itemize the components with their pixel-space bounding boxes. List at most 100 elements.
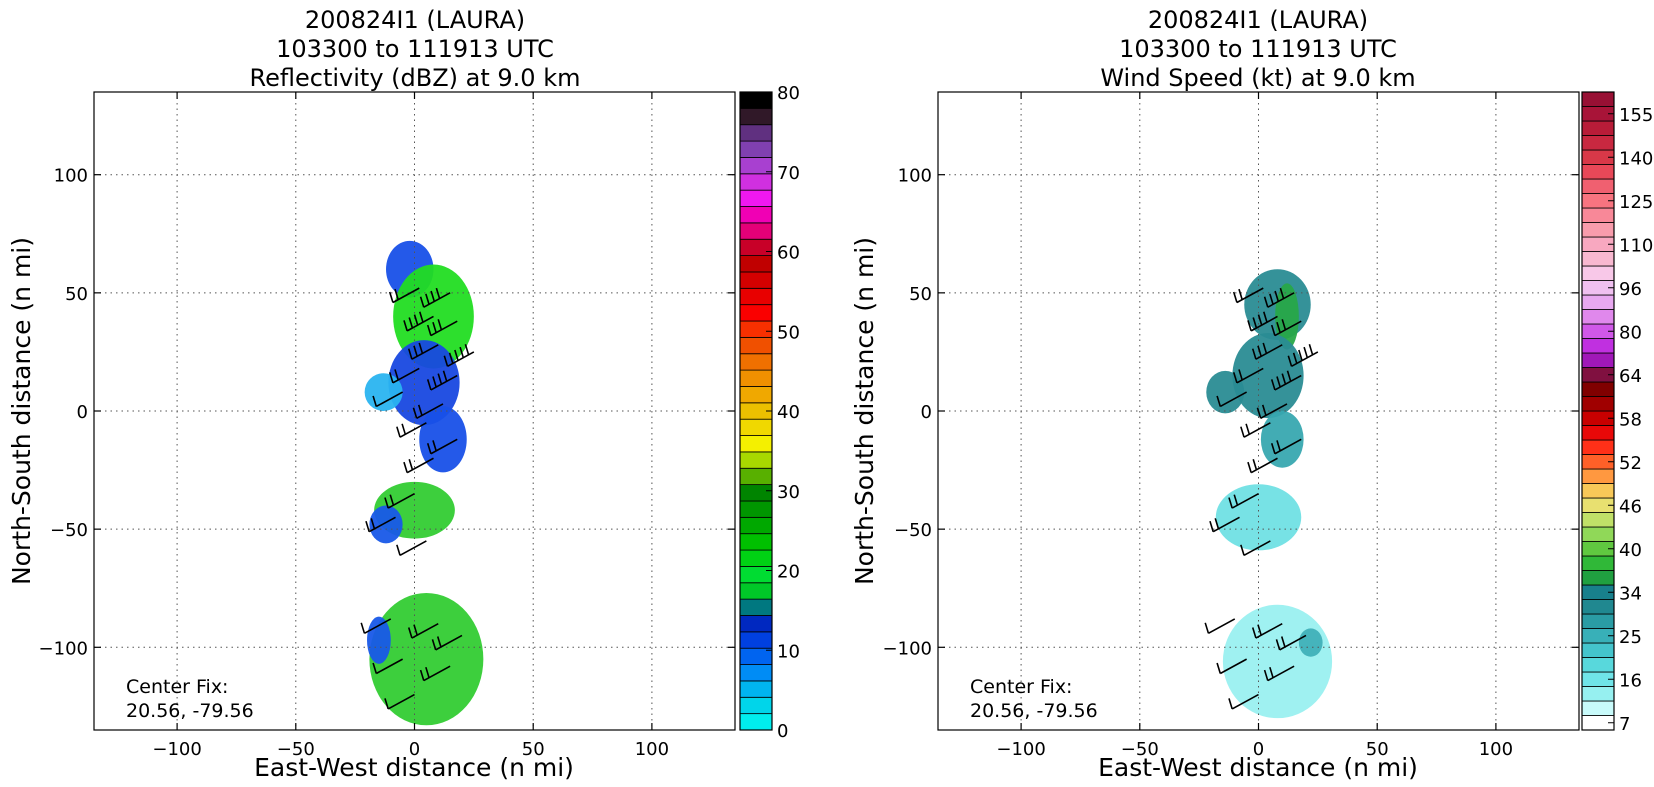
- barb-flag: [1286, 370, 1292, 382]
- barb-flag: [443, 355, 449, 367]
- barb-shaft: [411, 622, 439, 639]
- reflectivity-colorbar-segment-21: [739, 369, 773, 387]
- barb-flag: [1281, 319, 1287, 331]
- barb-flag: [419, 296, 425, 308]
- barb-flag: [436, 636, 442, 648]
- wind-colorbar-segment-16: [1581, 483, 1615, 499]
- wind-x-tick-label-2: 0: [1253, 739, 1264, 760]
- barb-flag: [1269, 293, 1274, 305]
- reflectivity-wind-barb-2: [403, 311, 434, 332]
- barb-flag: [426, 324, 432, 336]
- barb-flag: [1308, 344, 1314, 356]
- reflectivity-y-tick-label-3: 50: [65, 284, 88, 305]
- wind-colorbar-segment-8: [1581, 599, 1615, 615]
- barb-flag: [1298, 349, 1303, 361]
- reflectivity-colorbar-tick-label-2: 20: [777, 562, 800, 583]
- reflectivity-colorbar-segment-14: [739, 484, 773, 502]
- barb-shaft: [430, 320, 458, 337]
- wind-colorbar-segment-37: [1581, 178, 1615, 194]
- barb-shaft: [399, 422, 427, 438]
- wind-colorbar-tick-label-2: 25: [1619, 627, 1642, 648]
- barb-flag: [384, 698, 389, 710]
- wind-plot-frame: [937, 91, 1580, 731]
- wind-plot-area: −100 −50 0 50 100 −100 −50 0 50 100: [883, 91, 1580, 760]
- wind-wind-barb-9: [1256, 403, 1288, 419]
- wind-speed-panel: 200824I1 (LAURA) 103300 to 111913 UTC Wi…: [850, 6, 1653, 782]
- reflectivity-wind-barb-7: [426, 370, 458, 391]
- barb-flag: [431, 639, 437, 651]
- barb-flag: [1270, 324, 1276, 336]
- wind-colorbar-segment-20: [1581, 425, 1615, 441]
- barb-shaft: [1212, 516, 1240, 533]
- barb-shaft: [387, 493, 415, 509]
- reflectivity-y-tick-label-0: −100: [39, 638, 88, 659]
- barb-flag: [459, 346, 465, 358]
- reflectivity-colorbar-tick-label-5: 50: [777, 322, 800, 343]
- barb-flag: [413, 314, 419, 326]
- reflectivity-y-axis-label: North-South distance (n mi): [7, 237, 36, 585]
- wind-wind-barb-10: [1240, 422, 1271, 438]
- reflectivity-colorbar-tick-label-0: 0: [777, 721, 788, 742]
- reflectivity-colorbar-segment-23: [739, 336, 773, 355]
- barb-flag: [1263, 669, 1269, 681]
- barb-flag: [396, 544, 401, 556]
- barb-flag: [370, 518, 376, 530]
- reflectivity-data-region-7: [369, 592, 484, 726]
- reflectivity-data-region-6: [369, 505, 403, 544]
- barb-flag: [1276, 376, 1281, 388]
- wind-x-tick-label-0: −100: [996, 739, 1045, 760]
- wind-wind-barb-13: [1228, 493, 1259, 509]
- wind-wind-barb-3: [1270, 319, 1302, 337]
- barb-flag: [1204, 622, 1210, 634]
- barb-shaft: [447, 351, 475, 368]
- wind-wind-barb-21: [1275, 634, 1307, 651]
- barb-flag: [1247, 461, 1252, 473]
- barb-shaft: [1274, 374, 1302, 391]
- reflectivity-colorbar-segment-16: [739, 451, 773, 469]
- reflectivity-colorbar-segment-15: [739, 467, 773, 486]
- barb-shaft: [375, 658, 404, 675]
- barb-flag: [437, 319, 443, 331]
- barb-shaft: [387, 693, 415, 710]
- wind-colorbar: 7 16 25 34 40 46 52 58 64 80 96 110 125 140 155: [1581, 91, 1653, 735]
- barb-flag: [426, 442, 432, 454]
- barb-flag: [388, 372, 394, 384]
- reflectivity-y-tick-label-2: 0: [77, 402, 88, 423]
- wind-wind-barb-1: [1263, 287, 1295, 308]
- barb-flag: [1209, 520, 1214, 532]
- reflectivity-colorbar-tick-label-6: 60: [777, 243, 800, 264]
- reflectivity-colorbar-segment-30: [739, 222, 773, 240]
- wind-colorbar-frame: [1581, 91, 1615, 731]
- reflectivity-colorbar: 0 10 20 30 40 50 60 70 80: [739, 83, 800, 742]
- reflectivity-x-axis-label: East-West distance (n mi): [254, 753, 574, 782]
- barb-shaft: [392, 367, 420, 384]
- barb-flag: [1292, 352, 1298, 364]
- wind-colorbar-segment-11: [1581, 555, 1615, 571]
- barb-flag: [442, 370, 448, 382]
- reflectivity-colorbar-segment-22: [739, 353, 773, 371]
- reflectivity-y-tick-label-4: 100: [54, 166, 88, 187]
- barb-flag: [1252, 317, 1258, 329]
- reflectivity-wind-barb-0: [388, 287, 420, 304]
- wind-colorbar-segment-23: [1581, 381, 1615, 397]
- wind-colorbar-segment-31: [1581, 265, 1615, 281]
- barb-flag: [384, 497, 389, 509]
- wind-wind-barb-15: [1240, 540, 1271, 557]
- barb-shaft: [423, 292, 451, 308]
- reflectivity-wind-barb-9: [412, 403, 444, 419]
- reflectivity-colorbar-segment-18: [739, 418, 773, 436]
- wind-colorbar-segment-29: [1581, 294, 1615, 310]
- reflectivity-wind-barb-19: [419, 665, 451, 682]
- barb-flag: [1238, 369, 1243, 381]
- wind-colorbar-segment-13: [1581, 526, 1615, 542]
- reflectivity-panel: 200824I1 (LAURA) 103300 to 111913 UTC Re…: [7, 6, 800, 782]
- reflectivity-colorbar-segment-17: [739, 435, 773, 453]
- barb-flag: [1269, 666, 1274, 678]
- reflectivity-colorbar-segment-12: [739, 516, 773, 535]
- wind-data-region-5: [1215, 484, 1302, 551]
- barb-flag: [1287, 355, 1293, 367]
- reflectivity-wind-barb-14: [365, 516, 396, 533]
- wind-colorbar-segment-4: [1581, 657, 1615, 673]
- barb-flag: [401, 423, 407, 435]
